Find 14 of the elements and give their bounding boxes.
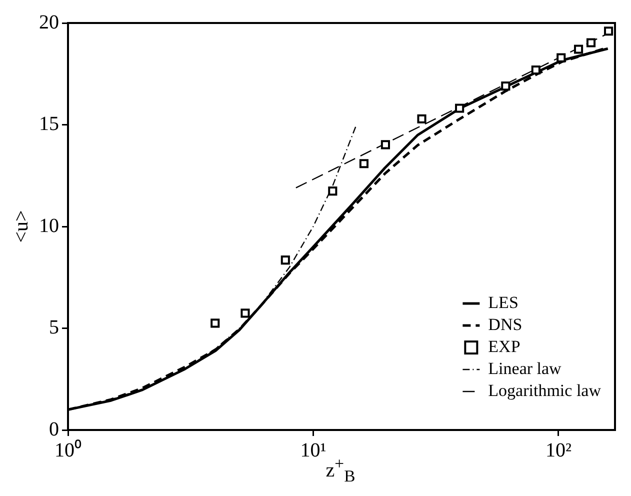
legend-label: EXP — [488, 336, 520, 356]
legend-label: LES — [488, 292, 518, 312]
legend-label: DNS — [488, 314, 522, 334]
x-tick-label: 10² — [545, 439, 572, 462]
y-tick-label: 15 — [39, 113, 59, 135]
x-tick-label: 10¹ — [300, 439, 326, 462]
legend-label: Logarithmic law — [488, 380, 602, 400]
y-tick-label: 10 — [39, 214, 59, 237]
y-tick-label: 20 — [39, 11, 59, 34]
x-tick-label: 10⁰ — [54, 438, 82, 462]
legend-label: Linear law — [488, 358, 562, 378]
y-tick-label: 5 — [49, 316, 59, 338]
y-tick-label: 0 — [49, 418, 59, 440]
y-axis-title: <u> — [10, 210, 32, 243]
